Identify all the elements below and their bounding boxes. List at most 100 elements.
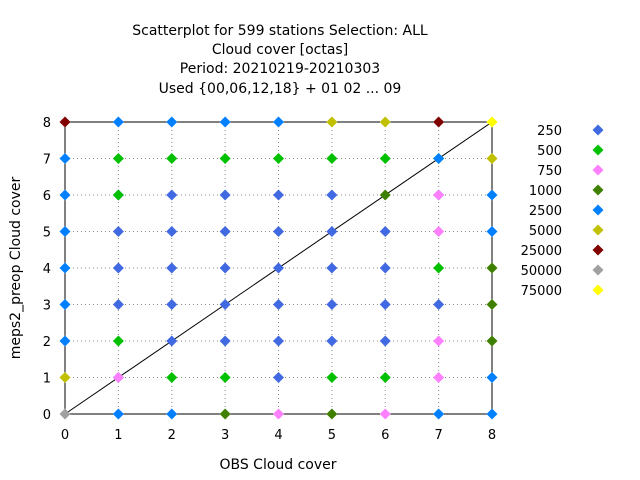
data-point-1000 [326, 408, 338, 420]
legend-label-50000: 50000 [521, 264, 562, 279]
data-point-250 [273, 372, 284, 383]
data-point-2500 [59, 262, 71, 274]
data-point-250 [273, 189, 284, 201]
data-point-250 [273, 335, 284, 347]
data-point-250 [326, 189, 338, 201]
x-tick-label: 1 [114, 428, 122, 443]
data-point-2500 [486, 226, 498, 237]
legend-label-25000: 25000 [521, 244, 562, 259]
data-point-750 [112, 372, 124, 383]
legend-label-5000: 5000 [529, 224, 562, 239]
data-point-750 [273, 408, 284, 420]
y-tick-label: 2 [43, 335, 51, 350]
data-point-2500 [166, 116, 178, 128]
x-axis-label: OBS Cloud cover [219, 457, 336, 473]
data-point-2500 [112, 408, 124, 420]
legend-marker-50000 [592, 264, 604, 276]
chart-title-line-1: Scatterplot for 599 stations Selection: … [132, 23, 428, 39]
y-tick-label: 4 [43, 262, 51, 277]
y-tick-label: 5 [43, 226, 51, 241]
x-tick-label: 2 [168, 428, 176, 443]
y-axis-label: meps2_preop Cloud cover [8, 176, 24, 359]
data-point-500 [326, 372, 338, 383]
data-point-1000 [379, 189, 391, 201]
data-point-5000 [379, 116, 391, 128]
y-tick-label: 8 [43, 116, 51, 131]
legend-marker-25000 [592, 244, 604, 256]
data-point-2500 [59, 335, 71, 347]
x-tick-label: 8 [488, 428, 496, 443]
data-point-250 [166, 335, 178, 347]
x-tick-label: 0 [61, 428, 69, 443]
data-point-50000 [59, 408, 71, 420]
legend-marker-2500 [592, 204, 604, 216]
data-point-2500 [59, 299, 71, 310]
data-point-2500 [273, 116, 284, 128]
data-point-250 [433, 299, 445, 310]
data-point-5000 [326, 116, 338, 128]
data-point-250 [379, 299, 391, 310]
data-point-2500 [486, 408, 498, 420]
points-layer [59, 116, 498, 420]
data-point-2500 [433, 153, 445, 164]
x-tick-label: 3 [221, 428, 229, 443]
legend-label-2500: 2500 [529, 204, 562, 219]
data-point-500 [273, 153, 284, 164]
data-point-250 [379, 335, 391, 347]
data-point-250 [112, 262, 124, 274]
legend: 250 500 750 1000 2500 5000 25000 50000 75000 [521, 124, 604, 299]
legend-label-750: 750 [537, 164, 562, 179]
chart-title-line-3: Period: 20210219-20210303 [180, 61, 380, 77]
data-point-2500 [486, 372, 498, 383]
x-tick-label: 7 [434, 428, 442, 443]
legend-marker-750 [592, 164, 604, 176]
legend-marker-5000 [592, 224, 604, 236]
legend-marker-75000 [592, 284, 604, 296]
data-point-2500 [59, 226, 71, 237]
data-point-500 [112, 335, 124, 347]
data-point-250 [219, 335, 231, 347]
data-point-750 [433, 189, 445, 201]
data-point-750 [433, 372, 445, 383]
data-point-250 [166, 189, 178, 201]
data-point-2500 [59, 189, 71, 201]
data-point-750 [379, 408, 391, 420]
data-point-5000 [59, 372, 71, 383]
y-tick-label: 3 [43, 299, 51, 314]
data-point-250 [112, 299, 124, 310]
data-point-250 [219, 262, 231, 274]
x-tick-label: 4 [274, 428, 282, 443]
chart-title-line-4: Used {00,06,12,18} + 01 02 ... 09 [159, 81, 402, 97]
y-tick-label: 7 [43, 153, 51, 168]
data-point-750 [433, 226, 445, 237]
data-point-500 [326, 153, 338, 164]
x-tick-label: 5 [328, 428, 336, 443]
data-point-2500 [433, 408, 445, 420]
y-tick-label: 1 [43, 372, 51, 387]
y-tick-label: 0 [43, 408, 51, 423]
data-point-250 [166, 262, 178, 274]
data-point-250 [326, 226, 338, 237]
data-point-75000 [486, 116, 498, 128]
chart-title-line-2: Cloud cover [octas] [212, 42, 348, 58]
x-tick-label: 6 [381, 428, 389, 443]
data-point-250 [273, 299, 284, 310]
data-point-500 [166, 153, 178, 164]
legend-label-500: 500 [537, 144, 562, 159]
data-point-1000 [219, 408, 231, 420]
data-point-2500 [219, 116, 231, 128]
data-point-1000 [486, 262, 498, 274]
data-point-25000 [59, 116, 71, 128]
legend-label-250: 250 [537, 124, 562, 139]
data-point-750 [433, 335, 445, 347]
legend-marker-250 [592, 124, 604, 136]
data-point-2500 [486, 189, 498, 201]
data-point-25000 [433, 116, 445, 128]
legend-label-1000: 1000 [529, 184, 562, 199]
data-point-500 [112, 189, 124, 201]
data-point-1000 [486, 299, 498, 310]
legend-marker-500 [592, 144, 604, 156]
data-point-500 [219, 153, 231, 164]
data-point-2500 [166, 408, 178, 420]
